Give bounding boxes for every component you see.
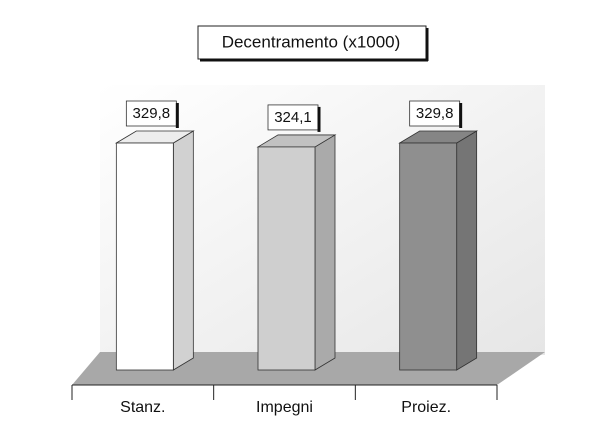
- value-label: 324,1: [274, 109, 312, 126]
- bar: [399, 142, 458, 371]
- value-label: 329,8: [416, 105, 454, 122]
- value-label-box: [125, 100, 177, 127]
- value-label-box: [409, 100, 461, 127]
- chart-title: Decentramento (x1000): [222, 32, 401, 51]
- value-label: 329,8: [133, 105, 171, 122]
- bar: [257, 146, 316, 371]
- bar-side: [172, 130, 194, 371]
- bar-side: [314, 134, 336, 371]
- bar-side: [456, 130, 478, 371]
- title-box: Decentramento (x1000): [197, 25, 429, 62]
- x-tick-label: Proiez.: [401, 399, 451, 416]
- title-frame: [197, 25, 427, 60]
- bar: [115, 142, 174, 371]
- x-tick-label: Stanz.: [120, 399, 165, 416]
- x-tick-label: Impegni: [256, 399, 313, 416]
